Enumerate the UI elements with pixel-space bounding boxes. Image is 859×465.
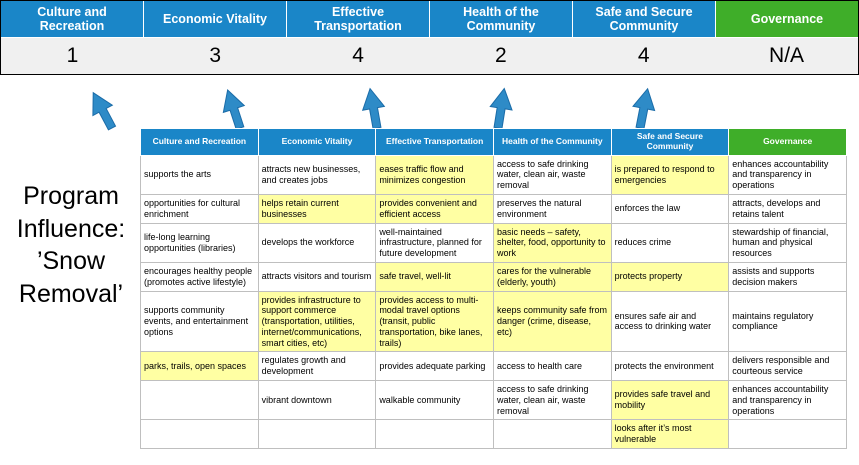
table-cell: looks after it’s most vulnerable bbox=[610, 419, 730, 450]
column-header-health-of-the-community: Health of the Community bbox=[492, 128, 612, 156]
table-cell: keeps community safe from danger (crime,… bbox=[492, 290, 612, 353]
table-cell: enforces the law bbox=[610, 193, 730, 224]
up-arrow-safe bbox=[632, 87, 656, 130]
table-cell: access to safe drinking water, clean air… bbox=[492, 154, 612, 195]
table-cell: access to safe drinking water, clean air… bbox=[492, 380, 612, 421]
table-row: supports community events, and entertain… bbox=[140, 290, 847, 353]
table-cell: parks, trails, open spaces bbox=[140, 351, 259, 382]
table-cell: provides infrastructure to support comme… bbox=[257, 290, 377, 353]
program-title: Program Influence: ’Snow Removal’ bbox=[16, 182, 126, 308]
column-header-culture-and-recreation: Culture and Recreation bbox=[140, 128, 259, 156]
table-cell bbox=[492, 419, 612, 450]
table-cell: regulates growth and development bbox=[257, 351, 377, 382]
table-row: parks, trails, open spaces regulates grow… bbox=[140, 351, 847, 382]
column-header-governance: Governance bbox=[728, 128, 847, 156]
table-cell: life-long learning opportunities (librar… bbox=[140, 222, 259, 263]
score-safe-and-secure-community: 4 bbox=[637, 44, 650, 67]
table-cell: cares for the vulnerable (elderly, youth… bbox=[492, 261, 612, 292]
table-cell bbox=[375, 419, 494, 450]
score-effective-transportation: 4 bbox=[352, 44, 364, 67]
table-cell bbox=[140, 419, 259, 450]
table-cell: assists and supports decision makers bbox=[728, 261, 847, 292]
up-arrow-health bbox=[489, 87, 513, 130]
scoreboard-header-effective-transportation: Effective Transportation bbox=[287, 1, 430, 38]
table-row: looks after it’s most vulnerable bbox=[140, 419, 847, 450]
table-cell: encourages healthy people (promotes acti… bbox=[140, 261, 259, 292]
table-cell bbox=[728, 419, 847, 450]
table-cell: attracts, develops and retains talent bbox=[728, 193, 847, 224]
table-cell: provides safe travel and mobility bbox=[610, 380, 730, 421]
table-cell: safe travel, well-lit bbox=[375, 261, 494, 292]
table-cell: preserves the natural environment bbox=[492, 193, 612, 224]
table-cell: helps retain current businesses bbox=[257, 193, 377, 224]
table-cell: protects the environment bbox=[610, 351, 730, 382]
table-row: encourages healthy people (promotes acti… bbox=[140, 261, 847, 292]
scoreboard-headers: Culture and Recreation Economic Vitality E… bbox=[1, 1, 858, 38]
table-cell: reduces crime bbox=[610, 222, 730, 263]
table-row: opportunities for cultural enrichment hel… bbox=[140, 193, 847, 224]
score-health-of-the-community: 2 bbox=[495, 44, 507, 67]
column-header-effective-transportation: Effective Transportation bbox=[375, 128, 494, 156]
table-cell: basic needs – safety, shelter, food, opp… bbox=[492, 222, 612, 263]
table-cell: vibrant downtown bbox=[257, 380, 377, 421]
table-cell: access to health care bbox=[492, 351, 612, 382]
score-governance: N/A bbox=[769, 44, 805, 67]
table-cell: provides adequate parking bbox=[375, 351, 494, 382]
table-cell bbox=[140, 380, 259, 421]
table-cell: stewardship of financial, human and phys… bbox=[728, 222, 847, 263]
table-row: supports the arts attracts new businesses… bbox=[140, 154, 847, 195]
table-cell: enhances accountability and transparency… bbox=[728, 154, 847, 195]
table-row: vibrant downtown walkable community access… bbox=[140, 380, 847, 421]
score-culture-and-recreation: 1 bbox=[66, 44, 79, 67]
scoreboard: Culture and Recreation Economic Vitality E… bbox=[0, 0, 859, 75]
scoreboard-header-economic-vitality: Economic Vitality bbox=[144, 1, 287, 38]
table-cell: walkable community bbox=[375, 380, 494, 421]
table-cell: delivers responsible and courteous servi… bbox=[728, 351, 847, 382]
table-cell: provides access to multi-modal travel op… bbox=[375, 290, 494, 353]
table-cell: develops the workforce bbox=[257, 222, 377, 263]
scoreboard-header-health-of-the-community: Health of the Community bbox=[430, 1, 573, 38]
up-arrow-culture bbox=[92, 91, 117, 131]
table-cell: ensures safe air and access to drinking … bbox=[610, 290, 730, 353]
scoreboard-header-culture-and-recreation: Culture and Recreation bbox=[1, 1, 144, 38]
table-cell bbox=[257, 419, 377, 450]
table-cell: well-maintained infrastructure, planned … bbox=[375, 222, 494, 263]
table-cell: protects property bbox=[610, 261, 730, 292]
up-arrows bbox=[92, 87, 656, 131]
scoreboard-header-safe-and-secure-community: Safe and Secure Community bbox=[573, 1, 716, 38]
column-header-safe-and-secure-community: Safe and Secure Community bbox=[610, 128, 730, 156]
influence-table: Culture and Recreation Economic Vitality E… bbox=[140, 128, 847, 450]
score-economic-vitality: 3 bbox=[209, 44, 222, 67]
table-cell: supports community events, and entertain… bbox=[140, 290, 259, 353]
table-cell: maintains regulatory compliance bbox=[728, 290, 847, 353]
table-cell: eases traffic flow and minimizes congest… bbox=[375, 154, 494, 195]
table-cell: enhances accountability and transparency… bbox=[728, 380, 847, 421]
table-cell: is prepared to respond to emergencies bbox=[610, 154, 730, 195]
table-cell: attracts visitors and tourism bbox=[257, 261, 377, 292]
up-arrow-economic bbox=[222, 88, 246, 130]
table-row: life-long learning opportunities (librar… bbox=[140, 222, 847, 263]
scoreboard-scores: 1 3 4 2 4 N/A bbox=[1, 38, 858, 74]
table-cell: provides convenient and efficient access bbox=[375, 193, 494, 224]
table-cell: supports the arts bbox=[140, 154, 259, 195]
table-cell: attracts new businesses, and creates job… bbox=[257, 154, 377, 195]
table-header-row: Culture and Recreation Economic Vitality E… bbox=[140, 128, 847, 156]
influence-table-wrap: Culture and Recreation Economic Vitality E… bbox=[140, 128, 847, 450]
scoreboard-header-governance: Governance bbox=[716, 1, 858, 38]
table-cell: opportunities for cultural enrichment bbox=[140, 193, 259, 224]
up-arrow-transportation bbox=[361, 87, 386, 130]
column-header-economic-vitality: Economic Vitality bbox=[257, 128, 377, 156]
